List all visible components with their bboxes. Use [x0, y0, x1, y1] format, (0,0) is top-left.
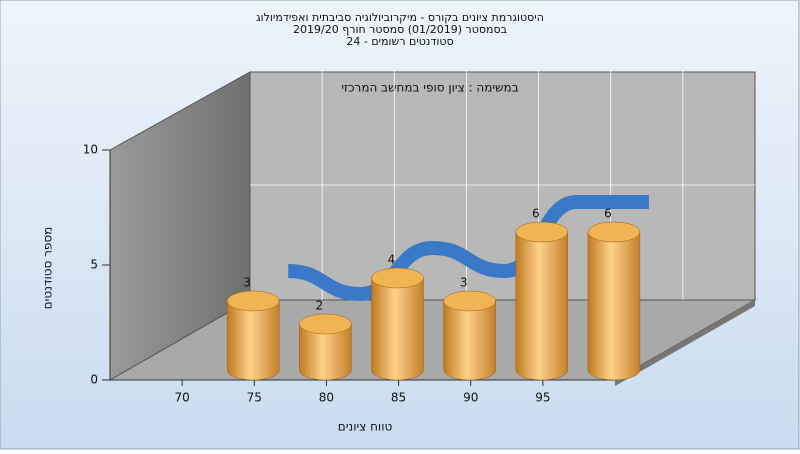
x-tick-label: 80: [319, 391, 334, 405]
bar: [299, 323, 352, 381]
bar-top: [226, 290, 280, 312]
x-axis-label: טווח ציונים: [338, 420, 393, 434]
bar: [226, 300, 280, 381]
x-tick-label: 70: [175, 391, 190, 405]
value-label: 6: [532, 207, 540, 221]
bar: [515, 231, 569, 381]
title-block: היסטוגרמת ציונים בקורס - מיקרוביולוגיה ס…: [256, 11, 544, 48]
floor-edge: [615, 300, 755, 386]
bar-top: [587, 221, 641, 243]
y-tick-label: 5: [90, 258, 98, 272]
value-label: 6: [604, 207, 612, 221]
x-tick-label: 90: [463, 391, 478, 405]
subtitle: במשימה : ציון סופי במחשב המרכזי: [341, 81, 518, 95]
title-line: בסמסטר (01/2019) סמסטר חורף 2019/20: [293, 23, 507, 36]
x-tick-label: 85: [391, 391, 406, 405]
y-tick-label: 10: [83, 143, 98, 157]
value-label: 3: [243, 276, 251, 290]
bar-top: [371, 267, 424, 289]
title-line: היסטוגרמת ציונים בקורס - מיקרוביולוגיה ס…: [256, 11, 544, 24]
x-tick-label: 95: [535, 391, 550, 405]
bar-top: [515, 221, 569, 243]
y-axis-label: מספר סטודנטים: [41, 227, 55, 310]
value-label: 4: [388, 253, 396, 267]
ribbon: [287, 194, 649, 302]
bar: [443, 300, 496, 381]
x-tick-label: 75: [247, 391, 262, 405]
bar: [371, 277, 424, 381]
y-tick-label: 0: [90, 373, 98, 387]
value-label: 2: [316, 299, 324, 313]
value-label: 3: [460, 276, 468, 290]
bar: [587, 231, 641, 381]
title-line: סטודנטים רשומים - 24: [346, 35, 453, 48]
bar-top: [443, 290, 496, 312]
bar-top: [299, 313, 352, 335]
